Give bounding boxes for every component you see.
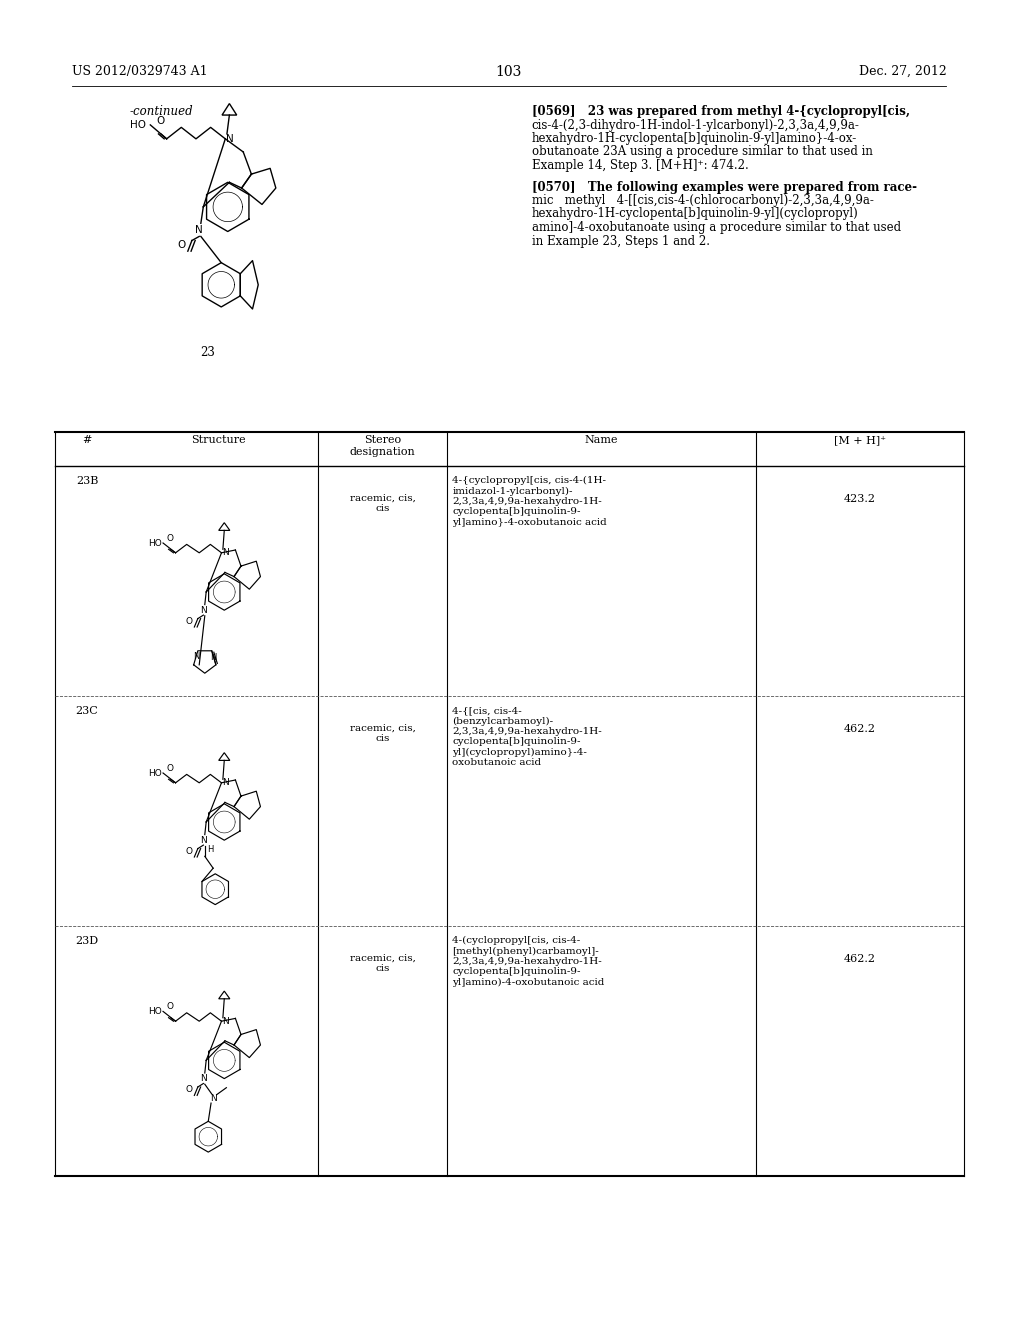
Text: Name: Name bbox=[585, 436, 618, 445]
Text: #: # bbox=[82, 436, 92, 445]
Text: O: O bbox=[186, 1085, 193, 1094]
Text: amino]-4-oxobutanoate using a procedure similar to that used: amino]-4-oxobutanoate using a procedure … bbox=[531, 220, 901, 234]
Text: O: O bbox=[186, 847, 193, 855]
Text: O: O bbox=[177, 240, 185, 249]
Text: N: N bbox=[222, 779, 229, 787]
Text: [M + H]⁺: [M + H]⁺ bbox=[834, 436, 886, 445]
Text: HO: HO bbox=[147, 1007, 162, 1016]
Text: hexahydro-1H-cyclopenta[b]quinolin-9-yl](cyclopropyl): hexahydro-1H-cyclopenta[b]quinolin-9-yl]… bbox=[531, 207, 858, 220]
Text: N: N bbox=[222, 548, 229, 557]
Text: hexahydro-1H-cyclopenta[b]quinolin-9-yl]amino}-4-ox-: hexahydro-1H-cyclopenta[b]quinolin-9-yl]… bbox=[531, 132, 857, 145]
Text: 4-{[cis, cis-4-
(benzylcarbamoyl)-
2,3,3a,4,9,9a-hexahydro-1H-
cyclopenta[b]quin: 4-{[cis, cis-4- (benzylcarbamoyl)- 2,3,3… bbox=[453, 706, 602, 767]
Text: Example 14, Step 3. [M+H]⁺: 474.2.: Example 14, Step 3. [M+H]⁺: 474.2. bbox=[531, 158, 749, 172]
Text: racemic, cis,
cis: racemic, cis, cis bbox=[350, 494, 416, 513]
Text: O: O bbox=[167, 764, 173, 774]
Text: [0569]   23 was prepared from methyl 4-{cyclopropyl[cis,: [0569] 23 was prepared from methyl 4-{cy… bbox=[531, 106, 910, 117]
Text: N: N bbox=[194, 652, 200, 661]
Text: 103: 103 bbox=[496, 65, 522, 79]
Text: -continued: -continued bbox=[129, 106, 193, 117]
Text: [0570]   The following examples were prepared from race-: [0570] The following examples were prepa… bbox=[531, 181, 916, 194]
Text: H: H bbox=[207, 846, 214, 854]
Text: HO: HO bbox=[147, 539, 162, 548]
Text: N: N bbox=[196, 224, 203, 235]
Text: cis-4-(2,3-dihydro-1H-indol-1-ylcarbonyl)-2,3,3a,4,9,9a-: cis-4-(2,3-dihydro-1H-indol-1-ylcarbonyl… bbox=[531, 119, 860, 132]
Text: N: N bbox=[222, 1016, 229, 1026]
Text: racemic, cis,
cis: racemic, cis, cis bbox=[350, 723, 416, 743]
Text: in Example 23, Steps 1 and 2.: in Example 23, Steps 1 and 2. bbox=[531, 235, 710, 248]
Text: N: N bbox=[200, 836, 207, 845]
Text: O: O bbox=[167, 1002, 173, 1011]
Text: racemic, cis,
cis: racemic, cis, cis bbox=[350, 954, 416, 973]
Text: HO: HO bbox=[147, 768, 162, 777]
Text: obutanoate 23A using a procedure similar to that used in: obutanoate 23A using a procedure similar… bbox=[531, 145, 872, 158]
Text: N: N bbox=[210, 653, 216, 663]
Text: Structure: Structure bbox=[191, 436, 246, 445]
Text: N: N bbox=[200, 606, 207, 615]
Text: N: N bbox=[200, 1074, 207, 1084]
Text: 23D: 23D bbox=[76, 936, 98, 946]
Text: 23: 23 bbox=[200, 346, 215, 359]
Text: 4-{cyclopropyl[cis, cis-4-(1H-
imidazol-1-ylcarbonyl)-
2,3,3a,4,9,9a-hexahydro-1: 4-{cyclopropyl[cis, cis-4-(1H- imidazol-… bbox=[453, 477, 607, 527]
Text: 462.2: 462.2 bbox=[844, 954, 876, 964]
Text: 462.2: 462.2 bbox=[844, 723, 876, 734]
Text: O: O bbox=[186, 616, 193, 626]
Text: 423.2: 423.2 bbox=[844, 494, 876, 504]
Text: 23C: 23C bbox=[76, 706, 98, 715]
Text: HO: HO bbox=[130, 120, 146, 129]
Text: O: O bbox=[167, 535, 173, 543]
Text: Stereo
designation: Stereo designation bbox=[350, 436, 416, 457]
Text: N: N bbox=[226, 133, 233, 144]
Text: 23B: 23B bbox=[76, 477, 98, 486]
Text: N: N bbox=[211, 1094, 217, 1102]
Text: mic   methyl   4-[[cis,cis-4-(chlorocarbonyl)-2,3,3a,4,9,9a-: mic methyl 4-[[cis,cis-4-(chlorocarbonyl… bbox=[531, 194, 873, 207]
Text: US 2012/0329743 A1: US 2012/0329743 A1 bbox=[72, 65, 207, 78]
Text: O: O bbox=[156, 116, 164, 125]
Text: Dec. 27, 2012: Dec. 27, 2012 bbox=[859, 65, 946, 78]
Text: 4-(cyclopropyl[cis, cis-4-
[methyl(phenyl)carbamoyl]-
2,3,3a,4,9,9a-hexahydro-1H: 4-(cyclopropyl[cis, cis-4- [methyl(pheny… bbox=[453, 936, 605, 987]
